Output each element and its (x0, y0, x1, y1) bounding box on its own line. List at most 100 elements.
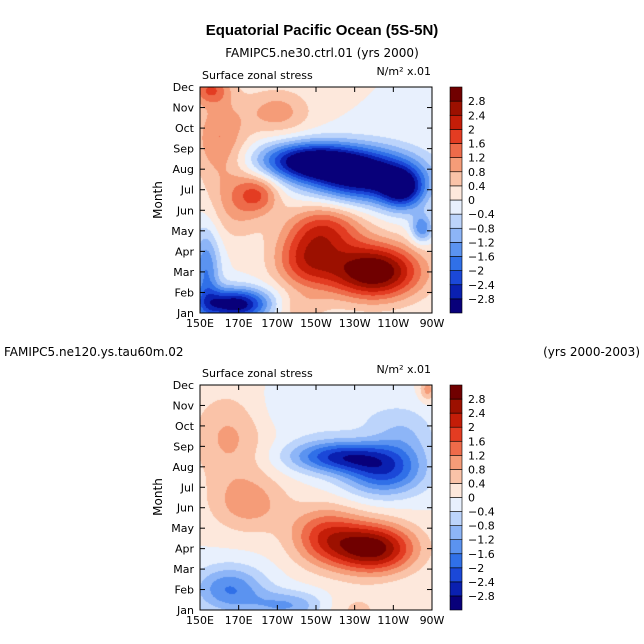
x-tick-label: 90W (420, 317, 445, 330)
colorbar-box (449, 86, 463, 102)
y-tick-label: Feb (175, 584, 194, 597)
colorbar-label: −0.8 (468, 520, 495, 533)
colorbar-label: −2.8 (468, 590, 495, 603)
colorbar-label: −2.8 (468, 293, 495, 306)
colorbar-box (449, 412, 463, 428)
x-tick-label: 150W (300, 317, 332, 330)
colorbar-label: −2.4 (468, 279, 495, 292)
colorbar: −2.8−2.4−2−1.6−1.2−0.8−0.400.40.81.21.62… (449, 86, 495, 314)
y-tick-label: Oct (175, 122, 195, 135)
colorbar-box (449, 483, 463, 498)
y-tick-label: Sep (173, 143, 194, 156)
colorbar-box (449, 242, 463, 257)
colorbar-box (449, 398, 463, 414)
y-tick-label: Dec (173, 81, 194, 94)
x-tick-label: 90W (420, 614, 445, 627)
colorbar-box (449, 469, 463, 484)
colorbar-box (449, 525, 463, 540)
colorbar-label: 2.8 (468, 393, 486, 406)
x-tick-label: 130W (339, 317, 371, 330)
colorbar-box (449, 143, 463, 158)
colorbar-box (449, 185, 463, 201)
heatmap-image (200, 385, 432, 610)
x-tick-label: 130W (339, 614, 371, 627)
x-tick-label: 170E (225, 614, 253, 627)
x-axis: 150E 170E 170W 150W 130W 110W 90W (186, 87, 445, 330)
units-label: N/m² x.01 (376, 65, 431, 78)
y-tick-label: Dec (173, 379, 194, 392)
x-tick-label: 150W (300, 614, 332, 627)
colorbar-box (449, 426, 463, 442)
colorbar-label: 2.4 (468, 109, 486, 122)
colorbar-label: 0.8 (468, 463, 486, 476)
y-tick-label: Mar (173, 266, 194, 279)
colorbar-box (449, 129, 463, 144)
colorbar-box (449, 270, 463, 286)
y-axis: Jan Feb Mar Apr May Jun Jul Aug Sep Oct Nov Dec (171, 379, 432, 617)
x-tick-label: 170W (261, 614, 293, 627)
y-tick-label: Jun (176, 204, 194, 217)
x-tick-label: 170W (261, 317, 293, 330)
x-tick-label: 110W (377, 317, 409, 330)
colorbar-label: 0 (468, 194, 475, 207)
panel-bottom: Surface zonal stress N/m² x.01 150E 170E 1… (151, 363, 495, 627)
colorbar-label: 0.8 (468, 166, 486, 179)
y-tick-label: Jul (180, 184, 194, 197)
colorbar-label: −2 (468, 562, 484, 575)
colorbar-label: −1.2 (468, 236, 495, 249)
colorbar-label: −1.2 (468, 534, 495, 547)
colorbar-label: 0.4 (468, 477, 486, 490)
y-tick-label: Mar (173, 563, 194, 576)
y-tick-label: Jul (180, 481, 194, 494)
x-tick-label: 170E (225, 317, 253, 330)
y-axis-label: Month (151, 478, 165, 516)
heatmap-image (200, 87, 432, 313)
colorbar: −2.8−2.4−2−1.6−1.2−0.8−0.400.40.81.21.62… (449, 384, 495, 611)
colorbar-box (449, 284, 463, 300)
colorbar-box (449, 114, 463, 130)
colorbar-box (449, 171, 463, 187)
colorbar-box (449, 384, 463, 400)
colorbar-label: 0.4 (468, 180, 486, 193)
figure-title: Equatorial Pacific Ocean (5S-5N) (206, 22, 439, 39)
colorbar-box (449, 227, 463, 243)
colorbar-label: −0.4 (468, 208, 495, 221)
colorbar-box (449, 511, 463, 526)
colorbar-box (449, 581, 463, 597)
colorbar-box (449, 213, 463, 229)
colorbar-label: −2.4 (468, 576, 495, 589)
y-axis-label: Month (151, 181, 165, 219)
y-tick-label: Apr (175, 543, 195, 556)
colorbar-box (449, 539, 463, 555)
y-tick-label: Feb (175, 286, 194, 299)
y-tick-label: Nov (173, 399, 195, 412)
colorbar-label: 2.4 (468, 407, 486, 420)
y-tick-label: Jan (176, 604, 194, 617)
colorbar-label: 2 (468, 421, 475, 434)
y-tick-label: Sep (173, 440, 194, 453)
y-tick-label: Jan (176, 307, 194, 320)
colorbar-box (449, 595, 463, 611)
y-tick-label: Aug (173, 461, 194, 474)
panel2-left-subtitle: FAMIPC5.ne120.ys.tau60m.02 (4, 345, 184, 359)
x-tick-label: 150E (186, 317, 214, 330)
x-tick-label: 150E (186, 614, 214, 627)
colorbar-box (449, 497, 463, 512)
colorbar-box (449, 100, 463, 116)
colorbar-label: 1.2 (468, 152, 486, 165)
y-tick-label: Apr (175, 245, 195, 258)
colorbar-box (449, 199, 463, 215)
colorbar-label: 0 (468, 492, 475, 505)
x-axis: 150E 170E 170W 150W 130W 110W 90W (186, 385, 445, 627)
units-label: N/m² x.01 (376, 363, 431, 376)
colorbar-label: 1.6 (468, 435, 486, 448)
colorbar-label: −1.6 (468, 251, 495, 264)
colorbar-box (449, 553, 463, 569)
colorbar-label: 2 (468, 123, 475, 136)
colorbar-label: 1.6 (468, 138, 486, 151)
y-tick-label: Jun (176, 502, 194, 515)
y-axis: Jan Feb Mar Apr May Jun Jul Aug Sep Oct Nov Dec (171, 81, 432, 320)
colorbar-label: −2 (468, 265, 484, 278)
variable-label: Surface zonal stress (202, 69, 313, 82)
